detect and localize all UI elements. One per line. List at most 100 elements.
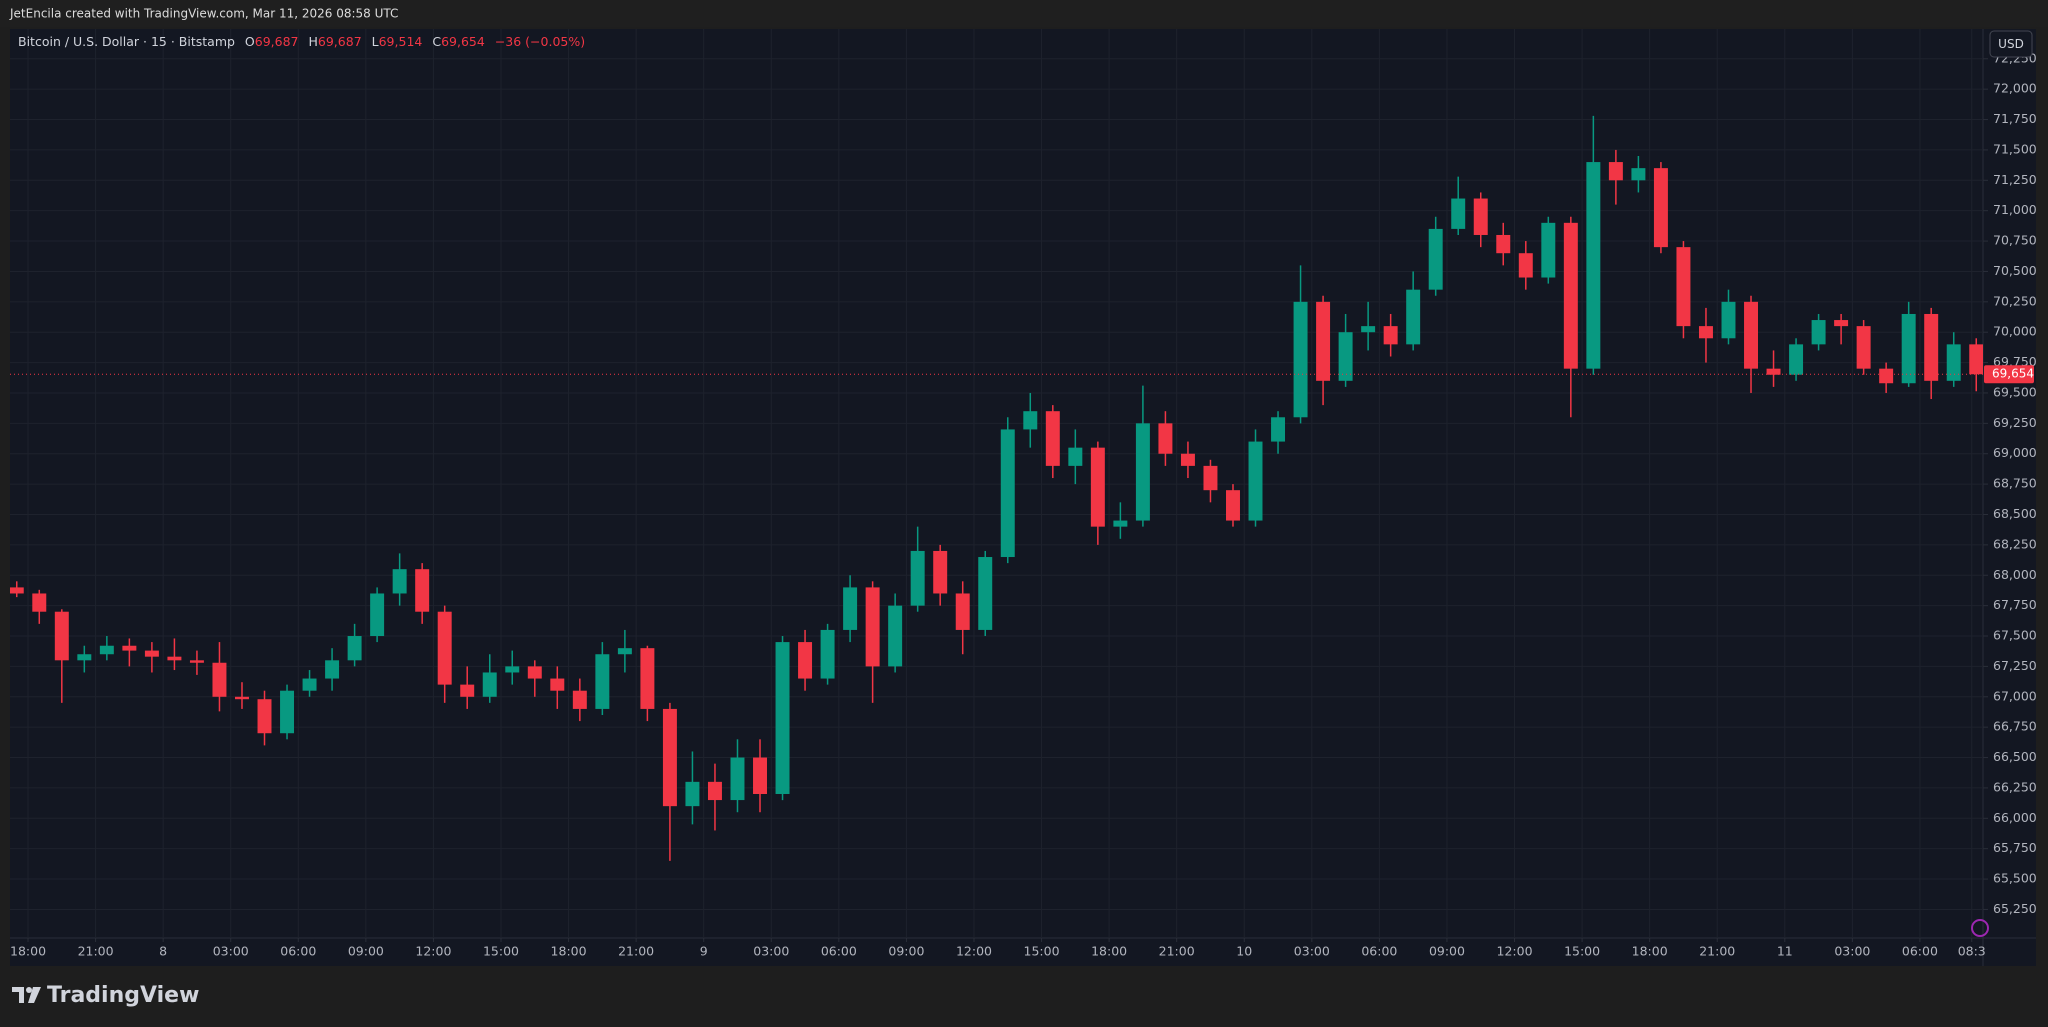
- y-tick-label: 71,500: [1993, 141, 2037, 156]
- y-tick-label: 69,250: [1993, 415, 2037, 430]
- y-tick-label: 68,500: [1993, 506, 2037, 521]
- y-tick-label: 67,000: [1993, 688, 2037, 703]
- axes: 65,250 65,500 65,750 66,000 66,250 66,500 66,7…: [10, 50, 2037, 958]
- candle-body: [1631, 168, 1646, 181]
- brand-logo: TradingView: [12, 983, 199, 1008]
- candle-body: [1090, 447, 1105, 527]
- x-tick-label: 10: [1236, 944, 1252, 959]
- candle-body: [32, 593, 47, 612]
- indicator-icon[interactable]: [1971, 919, 1989, 937]
- candle-body: [1586, 162, 1601, 369]
- candle-body: [798, 642, 813, 679]
- x-tick-label: 03:00: [1294, 944, 1330, 959]
- candle-body: [1023, 411, 1038, 430]
- candle-body: [1518, 253, 1533, 278]
- candle-body: [1698, 326, 1713, 339]
- x-tick-label: 18:00: [10, 944, 46, 959]
- y-tick-label: 70,750: [1993, 233, 2037, 248]
- candle-body: [1158, 423, 1173, 454]
- candle-body: [1766, 368, 1781, 375]
- candle-body: [1226, 490, 1240, 521]
- currency-button[interactable]: [1989, 30, 2033, 58]
- candle-body: [617, 648, 632, 655]
- candle-body: [1316, 301, 1331, 381]
- candle-body: [1789, 344, 1804, 375]
- candle-body: [189, 660, 204, 663]
- chart-frame: [10, 29, 2036, 966]
- candle-body: [1924, 313, 1939, 381]
- y-tick-label: 71,000: [1993, 202, 2037, 217]
- candle-body: [1879, 368, 1894, 384]
- legend-value: 69,514: [379, 34, 423, 49]
- candle-body: [685, 781, 700, 807]
- candle-body: [77, 654, 92, 661]
- y-tick-label: 66,250: [1993, 779, 2037, 794]
- candle-body: [1541, 222, 1556, 278]
- candle-body: [392, 569, 407, 594]
- legend-key: L: [372, 34, 379, 49]
- x-tick-label: 21:00: [1699, 944, 1735, 959]
- y-tick-label: 66,750: [1993, 719, 2037, 734]
- x-tick-label: 03:00: [213, 944, 249, 959]
- candle-body: [933, 550, 948, 594]
- last-price-tag: [1984, 365, 2034, 384]
- x-tick-label: 06:00: [1902, 944, 1938, 959]
- candle-body: [1000, 429, 1015, 558]
- y-tick-label: 65,500: [1993, 871, 2037, 886]
- x-tick-label: 15:00: [1024, 944, 1060, 959]
- y-tick-label: 69,000: [1993, 445, 2037, 460]
- candle-body: [1271, 417, 1286, 442]
- currency-label[interactable]: USD: [1998, 37, 2024, 51]
- candle-body: [54, 611, 69, 661]
- y-tick-label: 66,000: [1993, 810, 2037, 825]
- candle-body: [527, 666, 542, 679]
- candle-body: [482, 672, 497, 697]
- candle-body: [1383, 326, 1398, 345]
- y-tick-label: 67,500: [1993, 628, 2037, 643]
- candle-body: [257, 699, 272, 734]
- candle-body: [1451, 198, 1466, 229]
- candle-body: [888, 605, 903, 667]
- candle-body: [122, 645, 137, 651]
- logo-mark: [12, 987, 24, 1003]
- x-tick-label: 8: [159, 944, 167, 959]
- last-price-label: 69,654: [1992, 367, 2034, 381]
- legend-value: 69,687: [255, 34, 299, 49]
- x-tick-label: 9: [700, 944, 708, 959]
- y-tick-label: 70,250: [1993, 293, 2037, 308]
- candle-body: [1473, 198, 1488, 235]
- candle-body: [1676, 247, 1691, 327]
- candles: [10, 115, 1983, 861]
- x-tick-label: 09:00: [348, 944, 384, 959]
- legend-key: H: [309, 34, 318, 49]
- x-tick-label: 12:00: [1497, 944, 1533, 959]
- x-tick-label: 15:00: [483, 944, 519, 959]
- legend-value: 69,687: [318, 34, 362, 49]
- y-tick-label: 71,250: [1993, 172, 2037, 187]
- brand-name: TradingView: [47, 983, 199, 1008]
- x-tick-label: 21:00: [78, 944, 114, 959]
- candle-body: [843, 587, 858, 630]
- x-tick-label: 06:00: [1361, 944, 1397, 959]
- candle-body: [1901, 313, 1916, 384]
- candle-body: [595, 654, 610, 709]
- y-tick-label: 69,500: [1993, 384, 2037, 399]
- legend-change: −36 (−0.05%): [495, 34, 585, 49]
- y-tick-label: 72,000: [1993, 81, 2037, 96]
- candle-body: [1563, 222, 1578, 369]
- candle-body: [212, 662, 227, 697]
- candle-body: [370, 593, 385, 637]
- candle-body: [1946, 344, 1961, 381]
- candle-body: [707, 781, 722, 801]
- legend-key: C: [432, 34, 441, 49]
- candle-body: [99, 645, 114, 655]
- candle-body: [347, 636, 362, 661]
- candle-body: [505, 666, 520, 673]
- candle-body: [865, 587, 880, 667]
- candle-body: [572, 690, 587, 709]
- candle-body: [775, 642, 790, 794]
- candle-body: [978, 557, 993, 630]
- x-tick-label: 09:00: [1429, 944, 1465, 959]
- y-tick-label: 66,500: [1993, 749, 2037, 764]
